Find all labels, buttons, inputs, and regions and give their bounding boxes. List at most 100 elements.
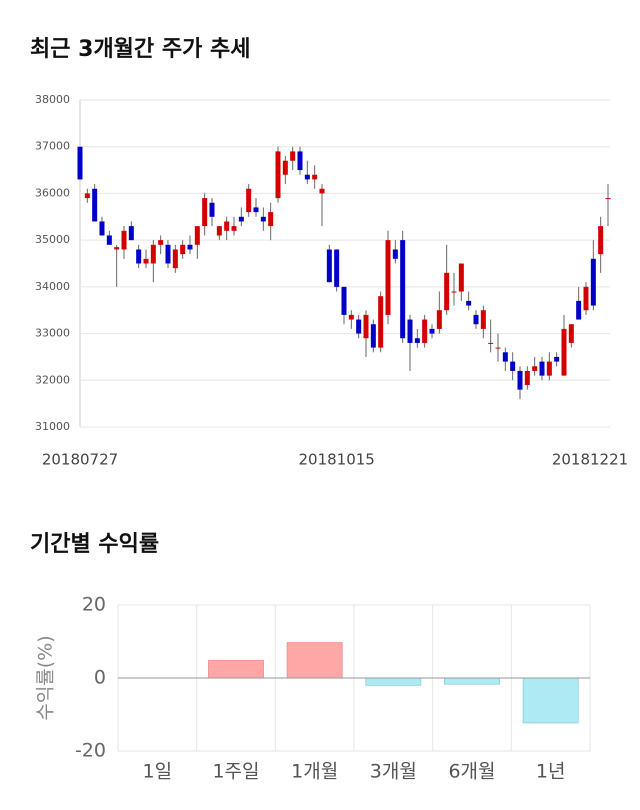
- candle-body: [510, 361, 516, 371]
- candle-body: [136, 249, 142, 264]
- x-tick-label: 1주일: [212, 761, 259, 783]
- candle-body: [414, 338, 420, 343]
- candle-body: [114, 247, 120, 250]
- candle-body: [429, 328, 435, 334]
- candle-body: [466, 300, 472, 306]
- candle-body: [539, 361, 545, 376]
- bar: [522, 677, 579, 724]
- candle-body: [253, 207, 259, 213]
- candle-body: [363, 314, 369, 339]
- candle-body: [524, 370, 530, 385]
- x-tick-label: 6개월: [448, 761, 495, 783]
- candle-body: [194, 226, 200, 245]
- candle-body: [590, 258, 596, 306]
- candle-body: [297, 151, 303, 171]
- candle-body: [422, 319, 428, 343]
- candle-body: [143, 258, 149, 264]
- candle-body: [407, 319, 413, 343]
- y-tick-label: 33000: [35, 327, 70, 340]
- chart-title: 최근 3개월간 주가 추세: [30, 37, 250, 62]
- y-tick-label: 32000: [35, 373, 70, 386]
- candle-body: [282, 160, 288, 175]
- candle-body: [444, 272, 450, 311]
- bar: [208, 660, 264, 679]
- candle-body: [576, 300, 582, 320]
- candle-body: [224, 221, 230, 231]
- candle-body: [304, 174, 310, 180]
- candle-body: [605, 198, 611, 200]
- candle-body: [246, 188, 252, 213]
- candle-body: [598, 226, 604, 255]
- candle-body: [275, 151, 281, 199]
- chart-title: 기간별 수익률: [30, 532, 159, 557]
- y-tick-label: 0: [94, 667, 106, 689]
- candle-body: [451, 291, 457, 293]
- candle-body: [216, 226, 222, 236]
- candle-body: [268, 212, 274, 227]
- candle-body: [385, 240, 391, 315]
- candle-body: [458, 263, 464, 292]
- bar: [444, 677, 500, 685]
- candle-body: [326, 249, 332, 283]
- candle-body: [260, 216, 266, 222]
- x-tick-label: 20181221: [552, 451, 628, 469]
- y-tick-label: -20: [75, 740, 106, 762]
- candle-body: [568, 324, 574, 343]
- candle-body: [99, 221, 105, 236]
- candle-body: [334, 249, 340, 287]
- candle-body: [348, 314, 354, 320]
- candle-body: [488, 342, 494, 344]
- candle-body: [532, 366, 538, 371]
- candle-body: [202, 198, 208, 227]
- candle-body: [370, 324, 376, 348]
- candle-body: [356, 319, 362, 334]
- y-tick-label: 31000: [35, 420, 70, 433]
- candle-body: [473, 314, 479, 325]
- candle-body: [150, 244, 156, 264]
- candle-body: [392, 249, 398, 259]
- y-tick-label: 20: [82, 594, 106, 616]
- candle-body: [495, 347, 501, 349]
- candle-body: [436, 310, 442, 329]
- x-tick-label: 3개월: [370, 761, 417, 783]
- bar: [365, 677, 422, 686]
- candle-body: [92, 188, 98, 222]
- x-tick-label: 1일: [143, 761, 173, 783]
- y-tick-label: 35000: [35, 233, 70, 246]
- candle-body: [187, 244, 193, 250]
- candle-body: [77, 146, 83, 180]
- candle-body: [231, 226, 237, 231]
- y-tick-label: 38000: [35, 93, 70, 106]
- y-tick-label: 37000: [35, 140, 70, 153]
- candle-body: [502, 352, 508, 362]
- candle-body: [290, 151, 296, 161]
- candle-body: [583, 286, 589, 311]
- candle-body: [121, 230, 127, 250]
- candle-body: [312, 174, 318, 180]
- candle-body: [378, 296, 384, 348]
- x-tick-label: 1년: [536, 761, 566, 783]
- x-tick-label: 20181015: [298, 451, 374, 469]
- candle-body: [172, 249, 178, 269]
- bar: [286, 642, 343, 679]
- candle-body: [554, 356, 560, 362]
- candle-body: [341, 286, 347, 315]
- candle-body: [561, 328, 567, 376]
- candle-body: [180, 244, 186, 255]
- candle-body: [319, 188, 325, 194]
- candle-body: [128, 226, 134, 241]
- x-tick-label: 1개월: [291, 761, 338, 783]
- candle-body: [517, 370, 523, 390]
- candle-body: [546, 361, 552, 376]
- candle-body: [480, 310, 486, 329]
- candle-body: [209, 202, 215, 217]
- x-tick-label: 20180727: [42, 451, 118, 469]
- candle-body: [84, 193, 90, 199]
- candle-body: [238, 216, 244, 222]
- candle-body: [165, 244, 171, 264]
- candle-body: [106, 235, 112, 245]
- y-axis-label: 수익률(%): [35, 635, 57, 720]
- y-tick-label: 36000: [35, 186, 70, 199]
